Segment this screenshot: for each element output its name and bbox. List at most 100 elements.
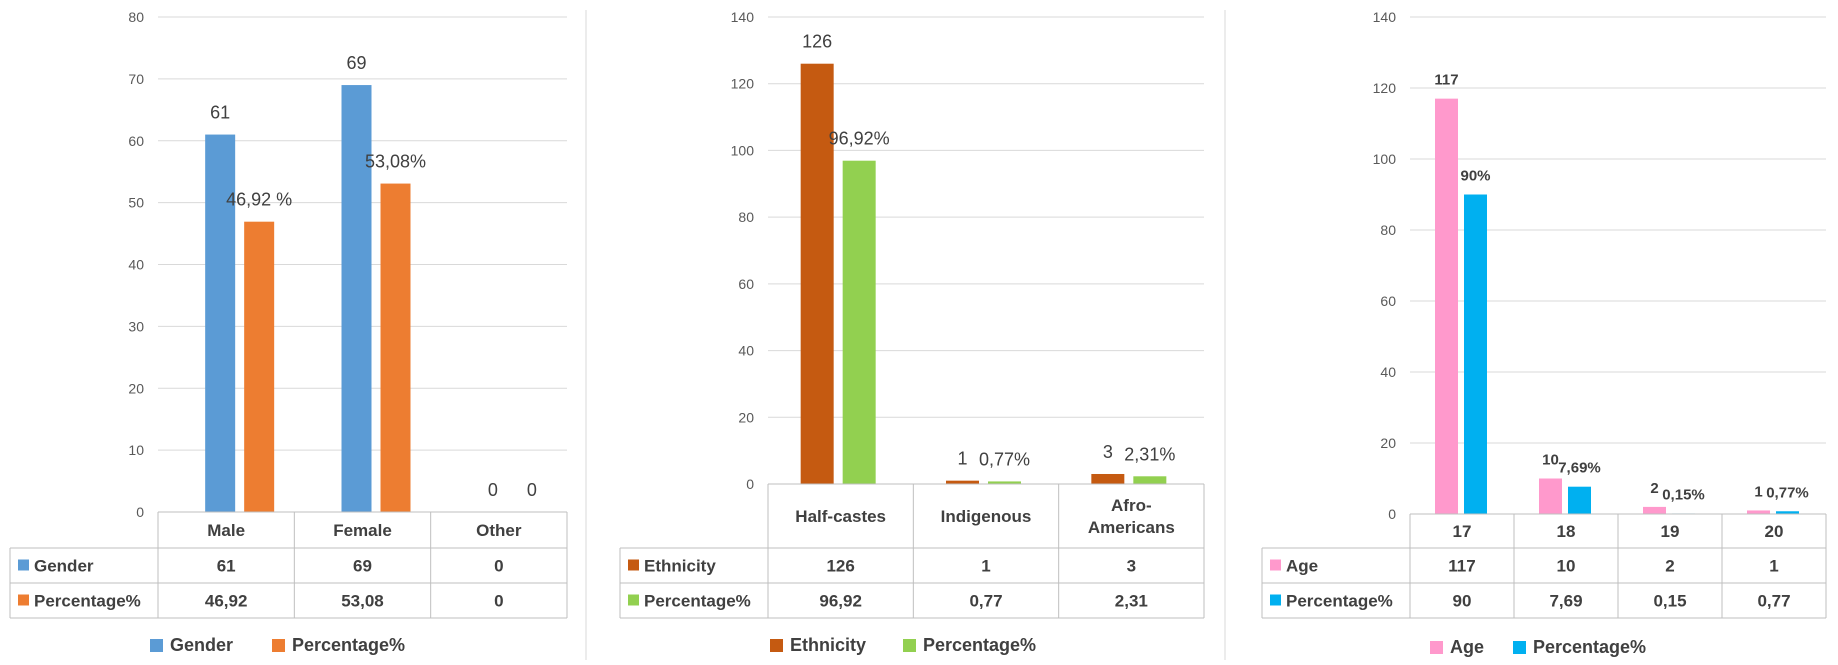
y-tick-label: 20 — [1380, 435, 1396, 451]
y-tick-label: 140 — [1373, 9, 1397, 25]
legend-label: Percentage% — [292, 635, 405, 655]
y-tick-label: 70 — [128, 71, 144, 87]
table-cell: 2 — [1665, 557, 1674, 576]
legend-label: Gender — [170, 635, 233, 655]
data-label: 53,08% — [365, 152, 426, 172]
table-cell: 46,92 — [205, 592, 248, 611]
y-tick-label: 50 — [128, 195, 144, 211]
y-tick-label: 60 — [738, 276, 754, 292]
table-cell: 2,31 — [1115, 592, 1148, 611]
y-tick-label: 80 — [128, 9, 144, 25]
table-series-name: Percentage% — [34, 592, 141, 611]
bar-percentage — [988, 481, 1021, 484]
data-label: 61 — [210, 103, 230, 123]
legend-key — [1513, 641, 1526, 654]
table-legend-key — [18, 559, 29, 571]
legend-label: Age — [1450, 637, 1484, 657]
bar-age — [1435, 98, 1458, 515]
category-label: 20 — [1765, 522, 1784, 541]
category-label: 17 — [1453, 522, 1472, 541]
category-label: 19 — [1661, 522, 1680, 541]
table-series-name: Percentage% — [644, 592, 751, 611]
data-label: 10 — [1542, 452, 1559, 469]
table-cell: 0,15 — [1653, 592, 1686, 611]
table-cell: 0,77 — [969, 592, 1002, 611]
category-label: Afro-Americans — [1088, 496, 1175, 537]
table-cell: 0 — [494, 592, 503, 611]
category-label: Indigenous — [941, 507, 1032, 526]
table-cell: 126 — [826, 557, 854, 576]
y-tick-label: 120 — [731, 76, 755, 92]
y-tick-label: 40 — [738, 343, 754, 359]
legend-key — [1430, 641, 1443, 654]
table-legend-key — [628, 559, 639, 571]
data-label: 90% — [1460, 168, 1490, 185]
table-legend-key — [628, 594, 639, 606]
data-label: 96,92% — [829, 129, 890, 149]
bar-percentage — [1568, 486, 1591, 514]
table-cell: 90 — [1453, 592, 1472, 611]
category-label: 18 — [1557, 522, 1576, 541]
data-label: 126 — [802, 32, 832, 52]
bar-ethnicity — [1091, 473, 1125, 484]
table-cell: 0 — [494, 557, 503, 576]
table-cell: 10 — [1557, 557, 1576, 576]
chart-2: 0 20 40 60 80 100 120 140 126 1 3 96,92% 0,77% 2,31% H… — [619, 9, 1205, 655]
y-tick-label: 100 — [1373, 151, 1397, 167]
table-cell: 61 — [217, 557, 236, 576]
y-tick-label: 60 — [1380, 293, 1396, 309]
category-label: Male — [207, 521, 245, 540]
y-tick-label: 40 — [1380, 364, 1396, 380]
category-label: Female — [333, 521, 392, 540]
y-tick-label: 100 — [731, 142, 755, 158]
table-cell: 0,77 — [1757, 592, 1790, 611]
chart-1: 0 10 20 30 40 50 60 70 80 61 69 0 46,92 % 53,08% 0 Male… — [9, 9, 568, 655]
category-label: Other — [476, 521, 522, 540]
table-series-name: Age — [1286, 557, 1318, 576]
y-tick-label: 120 — [1373, 80, 1397, 96]
table-legend-key — [18, 594, 29, 606]
data-label: 2 — [1650, 480, 1658, 497]
bar-percentage — [1464, 194, 1487, 514]
y-tick-label: 10 — [128, 442, 144, 458]
y-tick-label: 80 — [1380, 222, 1396, 238]
data-label: 117 — [1434, 72, 1458, 89]
data-label: 46,92 % — [226, 190, 292, 210]
y-tick-label: 0 — [136, 504, 144, 520]
data-label: 7,69% — [1558, 460, 1601, 477]
bar-percentage — [244, 221, 275, 512]
table-legend-key — [1270, 594, 1281, 606]
legend-label: Percentage% — [923, 635, 1036, 655]
bar-gender — [205, 134, 236, 512]
y-tick-label: 60 — [128, 133, 144, 149]
y-tick-label: 40 — [128, 257, 144, 273]
bar-ethnicity — [800, 63, 834, 484]
bar-age — [1539, 478, 1562, 514]
legend-key — [903, 639, 916, 652]
legend-key — [272, 639, 285, 652]
data-label: 0,77% — [979, 449, 1030, 469]
legend-label: Percentage% — [1533, 637, 1646, 657]
bar-percentage — [380, 183, 411, 512]
data-label: 0 — [488, 480, 498, 500]
data-label: 0 — [527, 480, 537, 500]
bar-gender — [341, 85, 372, 512]
data-label: 0,15% — [1662, 486, 1705, 503]
legend-key — [150, 639, 163, 652]
table-cell: 1 — [981, 557, 990, 576]
y-tick-label: 80 — [738, 209, 754, 225]
bar-age — [1643, 506, 1666, 514]
table-cell: 3 — [1127, 557, 1136, 576]
legend-key — [770, 639, 783, 652]
table-cell: 69 — [353, 557, 372, 576]
bar-ethnicity — [946, 480, 979, 484]
y-tick-label: 20 — [738, 409, 754, 425]
table-cell: 7,69 — [1549, 592, 1582, 611]
table-series-name: Percentage% — [1286, 592, 1393, 611]
bar-percentage — [842, 160, 876, 484]
data-label: 1 — [957, 449, 967, 469]
table-legend-key — [1270, 559, 1281, 571]
data-label: 0,77% — [1766, 484, 1809, 501]
bar-age — [1747, 510, 1770, 514]
